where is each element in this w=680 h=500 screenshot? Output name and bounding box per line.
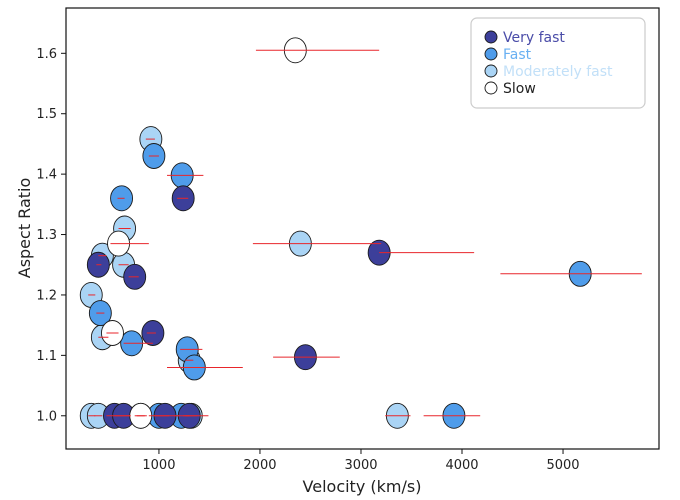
legend-label: Moderately fast <box>503 64 613 80</box>
legend-marker <box>484 64 498 78</box>
y-axis-label: Aspect Ratio <box>15 178 34 279</box>
y-tick-label: 1.0 <box>36 409 57 424</box>
x-tick-label: 4000 <box>445 458 478 473</box>
y-tick-label: 1.5 <box>36 107 57 122</box>
y-axis-ticks: 1.0 1.1 1.2 1.3 1.4 1.5 1.6 <box>36 47 66 424</box>
y-tick-label: 1.1 <box>36 349 57 364</box>
x-axis-label: Velocity (km/s) <box>303 477 422 496</box>
y-tick-label: 1.3 <box>36 228 57 243</box>
x-tick-label: 2000 <box>243 458 276 473</box>
legend-label: Fast <box>503 47 532 63</box>
x-tick-label: 3000 <box>344 458 377 473</box>
legend-marker <box>484 81 498 95</box>
plot-frame <box>65 7 660 450</box>
legend-label: Slow <box>503 81 536 97</box>
y-tick-label: 1.6 <box>36 47 57 62</box>
error-bars <box>88 49 642 417</box>
y-tick-label: 1.4 <box>36 168 57 183</box>
x-tick-label: 1000 <box>142 458 175 473</box>
x-axis-ticks: 1000 2000 3000 4000 5000 <box>142 449 580 473</box>
legend-label: Very fast <box>503 30 565 46</box>
x-tick-label: 5000 <box>546 458 579 473</box>
legend-marker <box>484 47 498 61</box>
y-tick-label: 1.2 <box>36 288 57 303</box>
legend-marker <box>484 30 498 44</box>
legend-frame <box>470 17 646 109</box>
